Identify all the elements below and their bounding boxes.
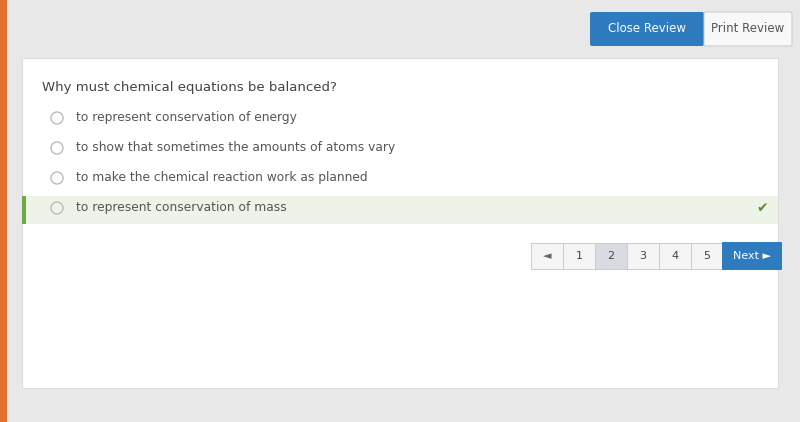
- Text: 2: 2: [607, 251, 614, 261]
- Text: 1: 1: [575, 251, 582, 261]
- Text: Why must chemical equations be balanced?: Why must chemical equations be balanced?: [42, 81, 337, 95]
- FancyBboxPatch shape: [691, 243, 723, 269]
- FancyBboxPatch shape: [0, 0, 800, 58]
- Text: Close Review: Close Review: [608, 22, 686, 35]
- Text: 5: 5: [703, 251, 710, 261]
- FancyBboxPatch shape: [659, 243, 691, 269]
- Text: to make the chemical reaction work as planned: to make the chemical reaction work as pl…: [76, 171, 368, 184]
- FancyBboxPatch shape: [590, 12, 704, 46]
- FancyBboxPatch shape: [531, 243, 563, 269]
- FancyBboxPatch shape: [722, 242, 782, 270]
- FancyBboxPatch shape: [627, 243, 659, 269]
- Text: 4: 4: [671, 251, 678, 261]
- Text: Print Review: Print Review: [711, 22, 785, 35]
- FancyBboxPatch shape: [704, 12, 792, 46]
- FancyBboxPatch shape: [0, 0, 7, 422]
- FancyBboxPatch shape: [595, 243, 627, 269]
- Text: ✔: ✔: [756, 201, 768, 215]
- Text: to show that sometimes the amounts of atoms vary: to show that sometimes the amounts of at…: [76, 141, 395, 154]
- FancyBboxPatch shape: [22, 196, 26, 224]
- Text: to represent conservation of energy: to represent conservation of energy: [76, 111, 297, 124]
- FancyBboxPatch shape: [22, 196, 778, 224]
- Text: 3: 3: [639, 251, 646, 261]
- FancyBboxPatch shape: [22, 58, 778, 388]
- Text: to represent conservation of mass: to represent conservation of mass: [76, 201, 286, 214]
- Text: ◄: ◄: [542, 251, 551, 261]
- Text: Next ►: Next ►: [733, 251, 771, 261]
- FancyBboxPatch shape: [563, 243, 595, 269]
